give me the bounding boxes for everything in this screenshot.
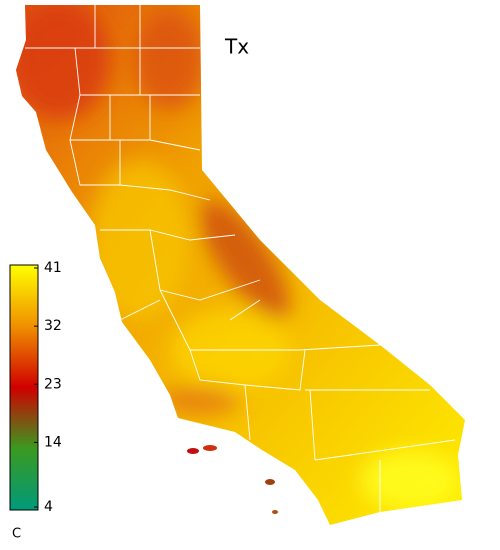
colorbar-tick-label: 14 [44,434,62,450]
colorbar-ramp [9,264,39,511]
islands [187,445,278,514]
colorbar-tick-label: 4 [44,499,53,515]
colorbar-tick-label: 23 [44,376,62,392]
colorbar-tick-label: 41 [44,260,62,276]
colorbar-unit: C [12,527,21,542]
map-title: Tx [224,35,249,59]
county-lines [25,5,456,512]
colorbar [9,264,39,511]
colorbar-tick-label: 32 [44,318,62,334]
